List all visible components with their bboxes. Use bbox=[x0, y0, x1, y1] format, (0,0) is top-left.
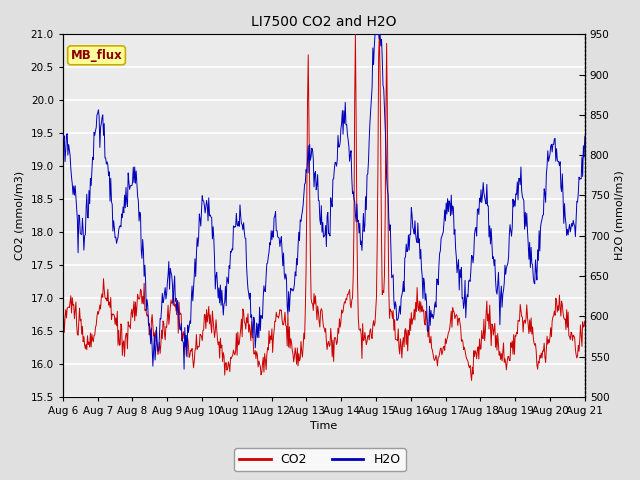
Title: LI7500 CO2 and H2O: LI7500 CO2 and H2O bbox=[251, 15, 397, 29]
Y-axis label: CO2 (mmol/m3): CO2 (mmol/m3) bbox=[15, 171, 25, 260]
Y-axis label: H2O (mmol/m3): H2O (mmol/m3) bbox=[615, 171, 625, 261]
X-axis label: Time: Time bbox=[310, 421, 337, 432]
Legend: CO2, H2O: CO2, H2O bbox=[234, 448, 406, 471]
Text: MB_flux: MB_flux bbox=[70, 49, 122, 62]
